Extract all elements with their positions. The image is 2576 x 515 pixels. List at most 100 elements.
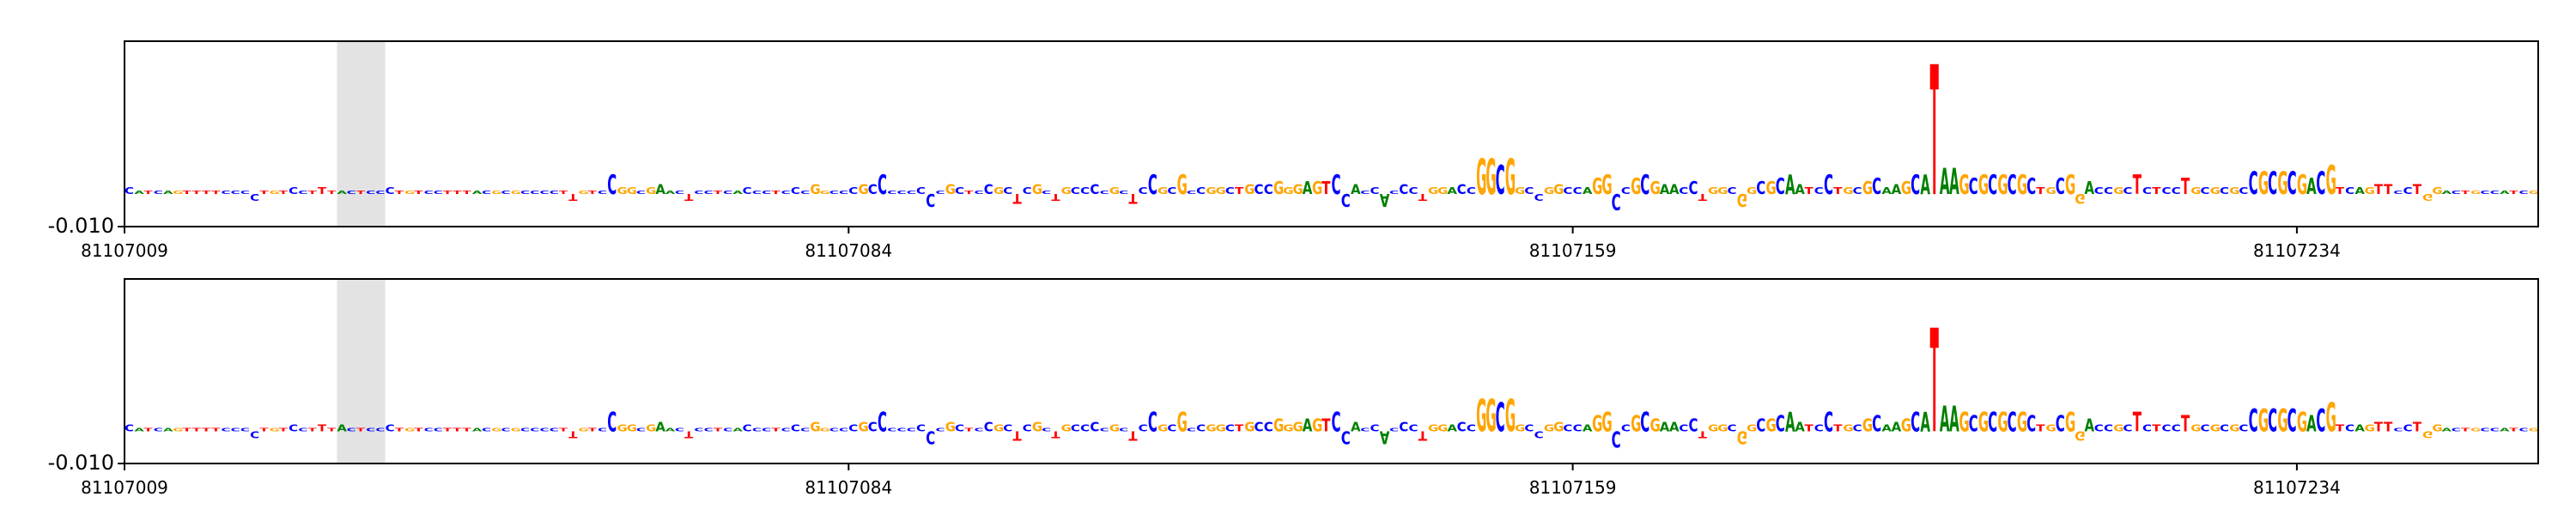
logo-letter: C <box>675 427 684 433</box>
logo-letter: C <box>1255 182 1264 197</box>
logo-letter: C <box>935 190 945 195</box>
logo-letter: C <box>974 427 983 433</box>
logo-letter: T <box>318 423 326 433</box>
logo-letter: C <box>2220 186 2229 197</box>
logo-letter: C <box>1255 419 1264 434</box>
logo-letter: C <box>1496 396 1505 442</box>
logo-letter: G <box>2422 191 2433 202</box>
logo-letter: G <box>1216 423 1226 433</box>
logo-letter: C <box>1776 173 1785 200</box>
logo-letter: C <box>907 190 916 195</box>
logo-letter: A <box>2500 427 2510 433</box>
logo-letter: G <box>2065 406 2075 438</box>
logo-letter: C <box>791 186 800 197</box>
logo-letter: T <box>453 427 462 433</box>
logo-letter: G <box>2297 406 2307 438</box>
logo-letter: C <box>1689 179 1698 199</box>
logo-letter: T <box>2384 419 2393 434</box>
logo-letter: G <box>2326 396 2336 442</box>
logo-letter: A <box>472 427 483 433</box>
logo-letter: C <box>916 423 926 433</box>
logo-letter: C <box>2519 427 2529 433</box>
logo-letter: T <box>1012 427 1022 443</box>
logo-letter: G <box>2326 158 2336 204</box>
x-tick-label: 81107159 <box>1529 240 1617 261</box>
logo-letter: C <box>974 190 983 195</box>
logo-letter: T <box>2133 406 2142 438</box>
logo-letter: C <box>1119 190 1128 195</box>
logo-letter: C <box>2316 402 2325 439</box>
logo-letter: C <box>347 190 356 195</box>
logo-letter: T <box>1804 423 1813 433</box>
logo-letter: C <box>1756 415 1765 436</box>
logo-letter: C <box>2249 165 2258 202</box>
logo-letter: C <box>1090 182 1099 197</box>
logo-letter: G <box>1717 423 1728 433</box>
logo-letter: T <box>1051 428 1060 439</box>
logo-letter: G <box>646 423 656 433</box>
logo-letter: C <box>1824 406 1833 438</box>
logo-letter: G <box>1312 415 1322 436</box>
logo-letter: A <box>1949 162 1959 203</box>
logo-letter: C <box>1399 419 1408 434</box>
logo-letter: G <box>617 186 627 197</box>
logo-letter: C <box>530 427 539 433</box>
logo-letter: C <box>1360 427 1370 433</box>
logo-letter: G <box>1293 182 1303 197</box>
logo-letter: C <box>289 423 298 433</box>
logo-letter: C <box>1756 179 1765 199</box>
logo-letter: G <box>1216 186 1226 197</box>
logo-letter: C <box>2287 165 2297 202</box>
logo-letter: C <box>2287 402 2297 439</box>
logo-letter: T <box>568 428 577 439</box>
logo-letter: T <box>182 427 191 433</box>
logo-letter: G <box>1631 173 1641 200</box>
x-tick-label: 81107009 <box>81 477 168 498</box>
logo-letter: T <box>192 427 202 433</box>
logo-letter: G <box>1592 410 1602 437</box>
logo-letter: A <box>2306 173 2317 200</box>
logo-letter: A <box>134 190 144 195</box>
logo-letter: G <box>2470 190 2481 195</box>
logo-letter: G <box>859 182 869 197</box>
logo-letter: C <box>1573 423 1583 433</box>
logo-letter: C <box>154 190 163 195</box>
logo-letter: A <box>1380 427 1390 447</box>
logo-letter: G <box>2075 191 2085 206</box>
logo-letter: T <box>143 190 153 195</box>
logo-letter: C <box>550 190 559 195</box>
logo-letter: T <box>1930 28 1939 237</box>
logo-letter: C <box>2519 190 2529 195</box>
logo-letter: C <box>1911 406 1920 438</box>
logo-letter: G <box>2277 165 2287 202</box>
logo-letter: C <box>1196 186 1206 197</box>
logo-letter: C <box>839 190 848 195</box>
logo-letter: C <box>791 423 800 433</box>
logo-letter: C <box>2142 186 2152 197</box>
logo-letter: C <box>2490 190 2500 195</box>
logo-letter: G <box>2046 186 2057 197</box>
logo-letter: G <box>1592 173 1602 200</box>
logo-letter: G <box>2190 186 2201 197</box>
logo-letter: T <box>2181 410 2190 437</box>
logo-letter: T <box>2336 186 2344 197</box>
logo-letter: C <box>2345 423 2354 433</box>
logo-letter: T <box>327 427 337 433</box>
logo-letter: G <box>1437 423 1448 433</box>
logo-letter: G <box>2258 165 2269 202</box>
logo-letter: C <box>231 427 240 433</box>
logo-letter: A <box>2085 179 2095 199</box>
logo-letter: G <box>1959 169 1969 201</box>
logo-letter: G <box>1737 427 1747 447</box>
logo-letter: C <box>694 190 703 195</box>
logo-letter: G <box>993 186 1004 197</box>
logo-letter: C <box>2451 427 2461 433</box>
logo-letter: G <box>646 186 656 197</box>
logo-letter: G <box>2365 186 2375 197</box>
logo-letter: C <box>2123 423 2133 433</box>
logo-letter: C <box>2161 423 2171 433</box>
logo-letter: A <box>337 423 347 433</box>
logo-letter: C <box>848 186 858 197</box>
logo-letter: A <box>472 190 483 195</box>
